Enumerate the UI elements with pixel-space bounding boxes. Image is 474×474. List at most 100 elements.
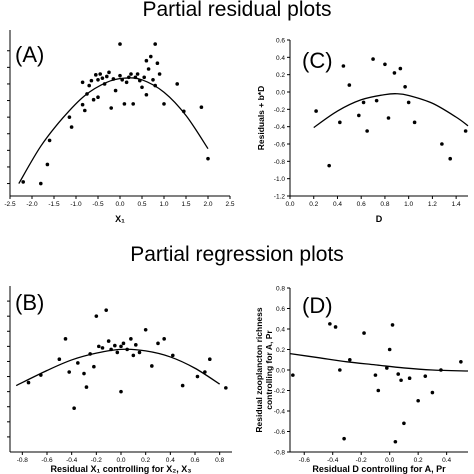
panel-a-data-point (105, 74, 109, 79)
panel-d-data-point (416, 398, 420, 403)
panel-c-x-tick-label: 1.0 (404, 201, 413, 208)
panel-a-data-point (153, 83, 157, 88)
panel-c-y-tick-label: 0.6 (276, 38, 285, 45)
panel-b-data-point (76, 361, 80, 365)
panel-b-data-point (67, 370, 71, 374)
panel-b-x-tick-label: 0.4 (166, 457, 175, 464)
panel-d-x-tick-label: 0.4 (442, 457, 451, 464)
panel-a-data-point (138, 78, 142, 83)
panel-b-data-point (131, 353, 136, 358)
panel-d-x-tick-label: -0.2 (356, 457, 368, 464)
panel-d-data-point (430, 390, 435, 395)
panel-c-data-point (383, 62, 387, 67)
panel-d-data-point (376, 388, 381, 393)
panel-a-data-point (157, 72, 162, 76)
panel-b-data-point (63, 337, 68, 341)
panel-d-data-point (328, 322, 332, 326)
panel-c-y-tick-label: -1.2 (274, 194, 286, 201)
panel-a-data-point (80, 80, 85, 85)
panel-d-x-tick-label: 0.2 (414, 457, 423, 464)
panel-c-y-tick-label: 0.4 (276, 55, 285, 62)
panel-d-data-point (402, 421, 406, 426)
panel-d-y-tick-label: -0.6 (274, 429, 286, 436)
panel-c-y-tick-label: -0.4 (274, 124, 286, 131)
panel-b-data-point (106, 339, 111, 343)
panel-c-data-point (463, 129, 468, 133)
panel-a-data-point (135, 72, 140, 76)
panel-a-data-point (153, 42, 157, 46)
panel-a-x-axis-title: X₁ (115, 214, 125, 224)
panel-a-data-point (96, 78, 100, 82)
panel-a-data-point (133, 75, 138, 80)
panel-b-data-point (26, 380, 31, 385)
panel-b-x-axis-title: Residual X₁ controlling for X₂, X₃ (51, 464, 192, 474)
panel-d-fit-curve (289, 352, 469, 372)
panel-b-data-point (104, 308, 108, 312)
panel-a-x-tick-label: -1.5 (48, 201, 60, 208)
panel-c-y-tick-label: -1.0 (274, 176, 286, 183)
panel-d-data-point (393, 439, 398, 444)
panel-b-data-point (143, 327, 148, 332)
panel-a-label: (A) (15, 42, 44, 67)
panel-a-x-tick-label: -1.0 (70, 201, 82, 208)
panel-a-data-point (91, 97, 96, 102)
panel-b-data-point (125, 347, 129, 352)
panel-a-data-point (45, 162, 50, 167)
panel-a-data-point (129, 72, 133, 76)
partial-residual-heading: Partial residual plots (142, 0, 332, 21)
panel-c-data-point (338, 120, 342, 125)
panel-a-data-point (118, 42, 122, 46)
panel-b-data-point (88, 352, 92, 356)
panel-b-data-point (84, 385, 89, 389)
panel-b-x-tick-label: 0.8 (215, 457, 224, 464)
panel-b-data-point (121, 341, 126, 346)
panel-b-data-point (162, 337, 166, 341)
panel-a-x-tick-label: 0.5 (137, 201, 146, 208)
panel-b-x-tick-label: -0.6 (41, 457, 53, 464)
panel-d-x-tick-label: 0.0 (385, 457, 394, 464)
panel-c-x-tick-label: 0.6 (357, 201, 366, 208)
panel-b-data-point (39, 373, 43, 377)
panel-c-fit-curve (313, 93, 469, 129)
panel-b-data-point (97, 344, 101, 349)
panel-a-data-point (98, 72, 102, 76)
panel-a-data-point (113, 88, 118, 93)
panel-d-data-point (291, 373, 295, 377)
panel-a-data-point (111, 77, 116, 81)
panel-b-data-point (224, 386, 228, 390)
panel-d-data-point (387, 347, 392, 352)
panel-c-data-point (314, 109, 318, 113)
panel-b-data-point (82, 371, 86, 376)
panel-c-data-point (398, 66, 403, 71)
panel-d-y-tick-label: -0.2 (274, 388, 286, 395)
panel-b-data-point (115, 350, 120, 355)
panel-d-label: (D) (302, 293, 333, 318)
panel-a-data-point (206, 156, 210, 161)
panel-d-y-tick-label: 0.4 (276, 327, 285, 334)
panel-d-data-point (439, 368, 443, 372)
panel-a-x-tick-label: 1.5 (181, 201, 190, 208)
panel-b-x-tick-label: -0.2 (91, 457, 103, 464)
panel-c-data-point (357, 113, 361, 118)
panel-c-x-tick-label: 1.2 (428, 201, 437, 208)
panel-c-data-point (341, 64, 346, 68)
panel-a-data-point (69, 125, 74, 129)
panel-b-x-tick-label: 0.0 (116, 457, 125, 464)
panel-a-data-point (94, 73, 98, 77)
panel-a-data-point (120, 78, 124, 82)
panel-a-data-point (151, 78, 155, 82)
panel-d-data-point (373, 373, 378, 377)
panel-b-data-point (180, 383, 185, 388)
panel-b-data-point (203, 370, 207, 374)
panel-b-data-point (119, 344, 123, 349)
panel-a-x-tick-label: 1.0 (159, 201, 168, 208)
panel-a-data-point (124, 80, 129, 85)
panel-c-data-point (374, 98, 379, 103)
panel-c-data-point (371, 57, 375, 61)
panel-d-y-tick-label: 0.0 (276, 368, 285, 375)
panel-d-y-tick-label: -0.4 (274, 409, 286, 416)
panel-d-y-tick-label: 0.2 (276, 347, 285, 354)
panel-a-data-point (67, 115, 72, 119)
panel-a-x-tick-label: 2.5 (225, 201, 234, 208)
